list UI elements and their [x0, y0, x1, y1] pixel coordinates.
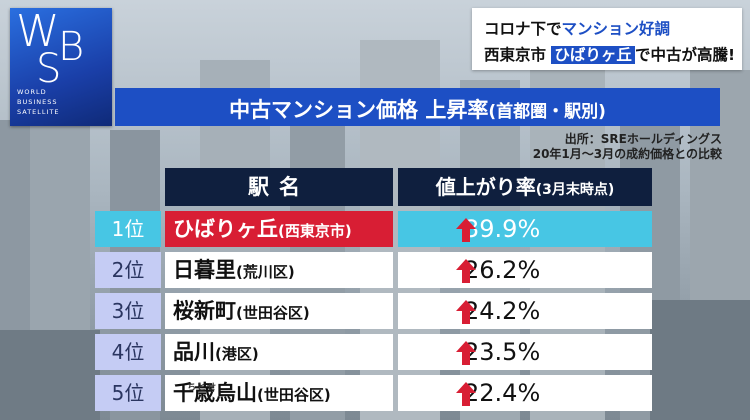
rank-cell: 3位 [95, 293, 161, 329]
rate-cell: 22.4% [398, 375, 652, 411]
table-row: 2位 日暮里(荒川区) 26.2% [95, 252, 652, 288]
chart-title-bar: 中古マンション価格 上昇率(首都圏・駅別) [115, 88, 720, 126]
page-title: 中古マンション価格 上昇率(首都圏・駅別) [229, 98, 606, 122]
rate-cell: 39.9% [398, 211, 652, 247]
header-rate: 値上がり率(3月末時点) [398, 168, 652, 206]
furigana: ちとせ [187, 383, 218, 393]
headline-line-2: 西東京市 ひばりヶ丘 で中古が高騰! [484, 46, 736, 64]
up-arrow-icon [456, 382, 476, 406]
station-cell: ひばりヶ丘(西東京市) [165, 211, 393, 247]
logo-words: WORLD BUSINESS SATELLITE [17, 88, 60, 116]
table-row: 5位 ちとせ 千歳烏山(世田谷区) 22.4% [95, 375, 652, 411]
rate-cell: 23.5% [398, 334, 652, 370]
header-station: 駅名 [165, 168, 393, 206]
station-cell: ちとせ 千歳烏山(世田谷区) [165, 375, 393, 411]
headline-box: コロナ下でマンション好調 西東京市 ひばりヶ丘 で中古が高騰! [472, 8, 742, 70]
station-cell: 桜新町(世田谷区) [165, 293, 393, 329]
table-row: 4位 品川(港区) 23.5% [95, 334, 652, 370]
rank-cell: 2位 [95, 252, 161, 288]
headline-line-1: コロナ下でマンション好調 [484, 20, 671, 38]
rank-cell: 5位 [95, 375, 161, 411]
wbs-logo: W B S WORLD BUSINESS SATELLITE [10, 6, 112, 126]
table-row: 1位 ひばりヶ丘(西東京市) 39.9% [95, 211, 652, 247]
logo-letter-s: S [36, 46, 62, 92]
station-cell: 日暮里(荒川区) [165, 252, 393, 288]
up-arrow-icon [456, 259, 476, 283]
up-arrow-icon [456, 341, 476, 365]
rate-cell: 26.2% [398, 252, 652, 288]
rank-cell: 1位 [95, 211, 161, 247]
table-row: 3位 桜新町(世田谷区) 24.2% [95, 293, 652, 329]
source-note: 出所：SREホールディングス 20年1月〜3月の成約価格との比較 [532, 132, 722, 161]
rank-cell: 4位 [95, 334, 161, 370]
headline-highlight: ひばりヶ丘 [551, 46, 635, 64]
logo-letter-w: W [16, 6, 60, 57]
station-cell: 品川(港区) [165, 334, 393, 370]
up-arrow-icon [456, 300, 476, 324]
rate-cell: 24.2% [398, 293, 652, 329]
logo-letter-b: B [58, 24, 85, 70]
up-arrow-icon [456, 218, 476, 242]
